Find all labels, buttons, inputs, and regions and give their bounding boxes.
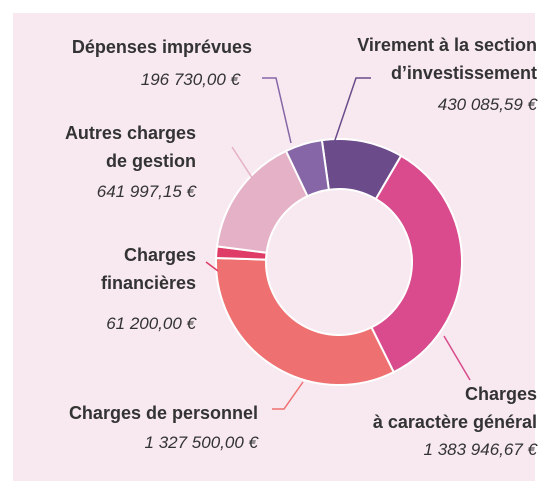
slice-label: Autres charges de gestion: [64, 123, 196, 171]
slice-label: Dépenses imprévues: [71, 37, 252, 57]
value-label: 61 200,00 €: [106, 314, 196, 333]
value-label: 430 085,59 €: [437, 95, 537, 114]
slice-label: Charges de personnel: [68, 403, 258, 423]
leader-line: [231, 146, 263, 194]
leader-line: [443, 335, 471, 381]
leader-line: [332, 77, 371, 147]
leader-line: [205, 261, 219, 272]
donut-slice: [215, 257, 396, 386]
slice-label: Charges financières: [100, 245, 196, 293]
slice-label: Charges à caractère général: [372, 384, 537, 432]
leader-line: [262, 77, 292, 144]
donut-slice: [284, 139, 330, 198]
value-label: 1 383 946,67 €: [423, 440, 537, 459]
slice-label: Virement à la section d’investissement: [357, 35, 537, 83]
value-label: 196 730,00 €: [140, 70, 240, 89]
value-label: 1 327 500,00 €: [144, 433, 258, 452]
donut-slice: [370, 154, 463, 374]
value-label: 641 997,15 €: [96, 182, 196, 201]
leader-line: [272, 381, 304, 410]
